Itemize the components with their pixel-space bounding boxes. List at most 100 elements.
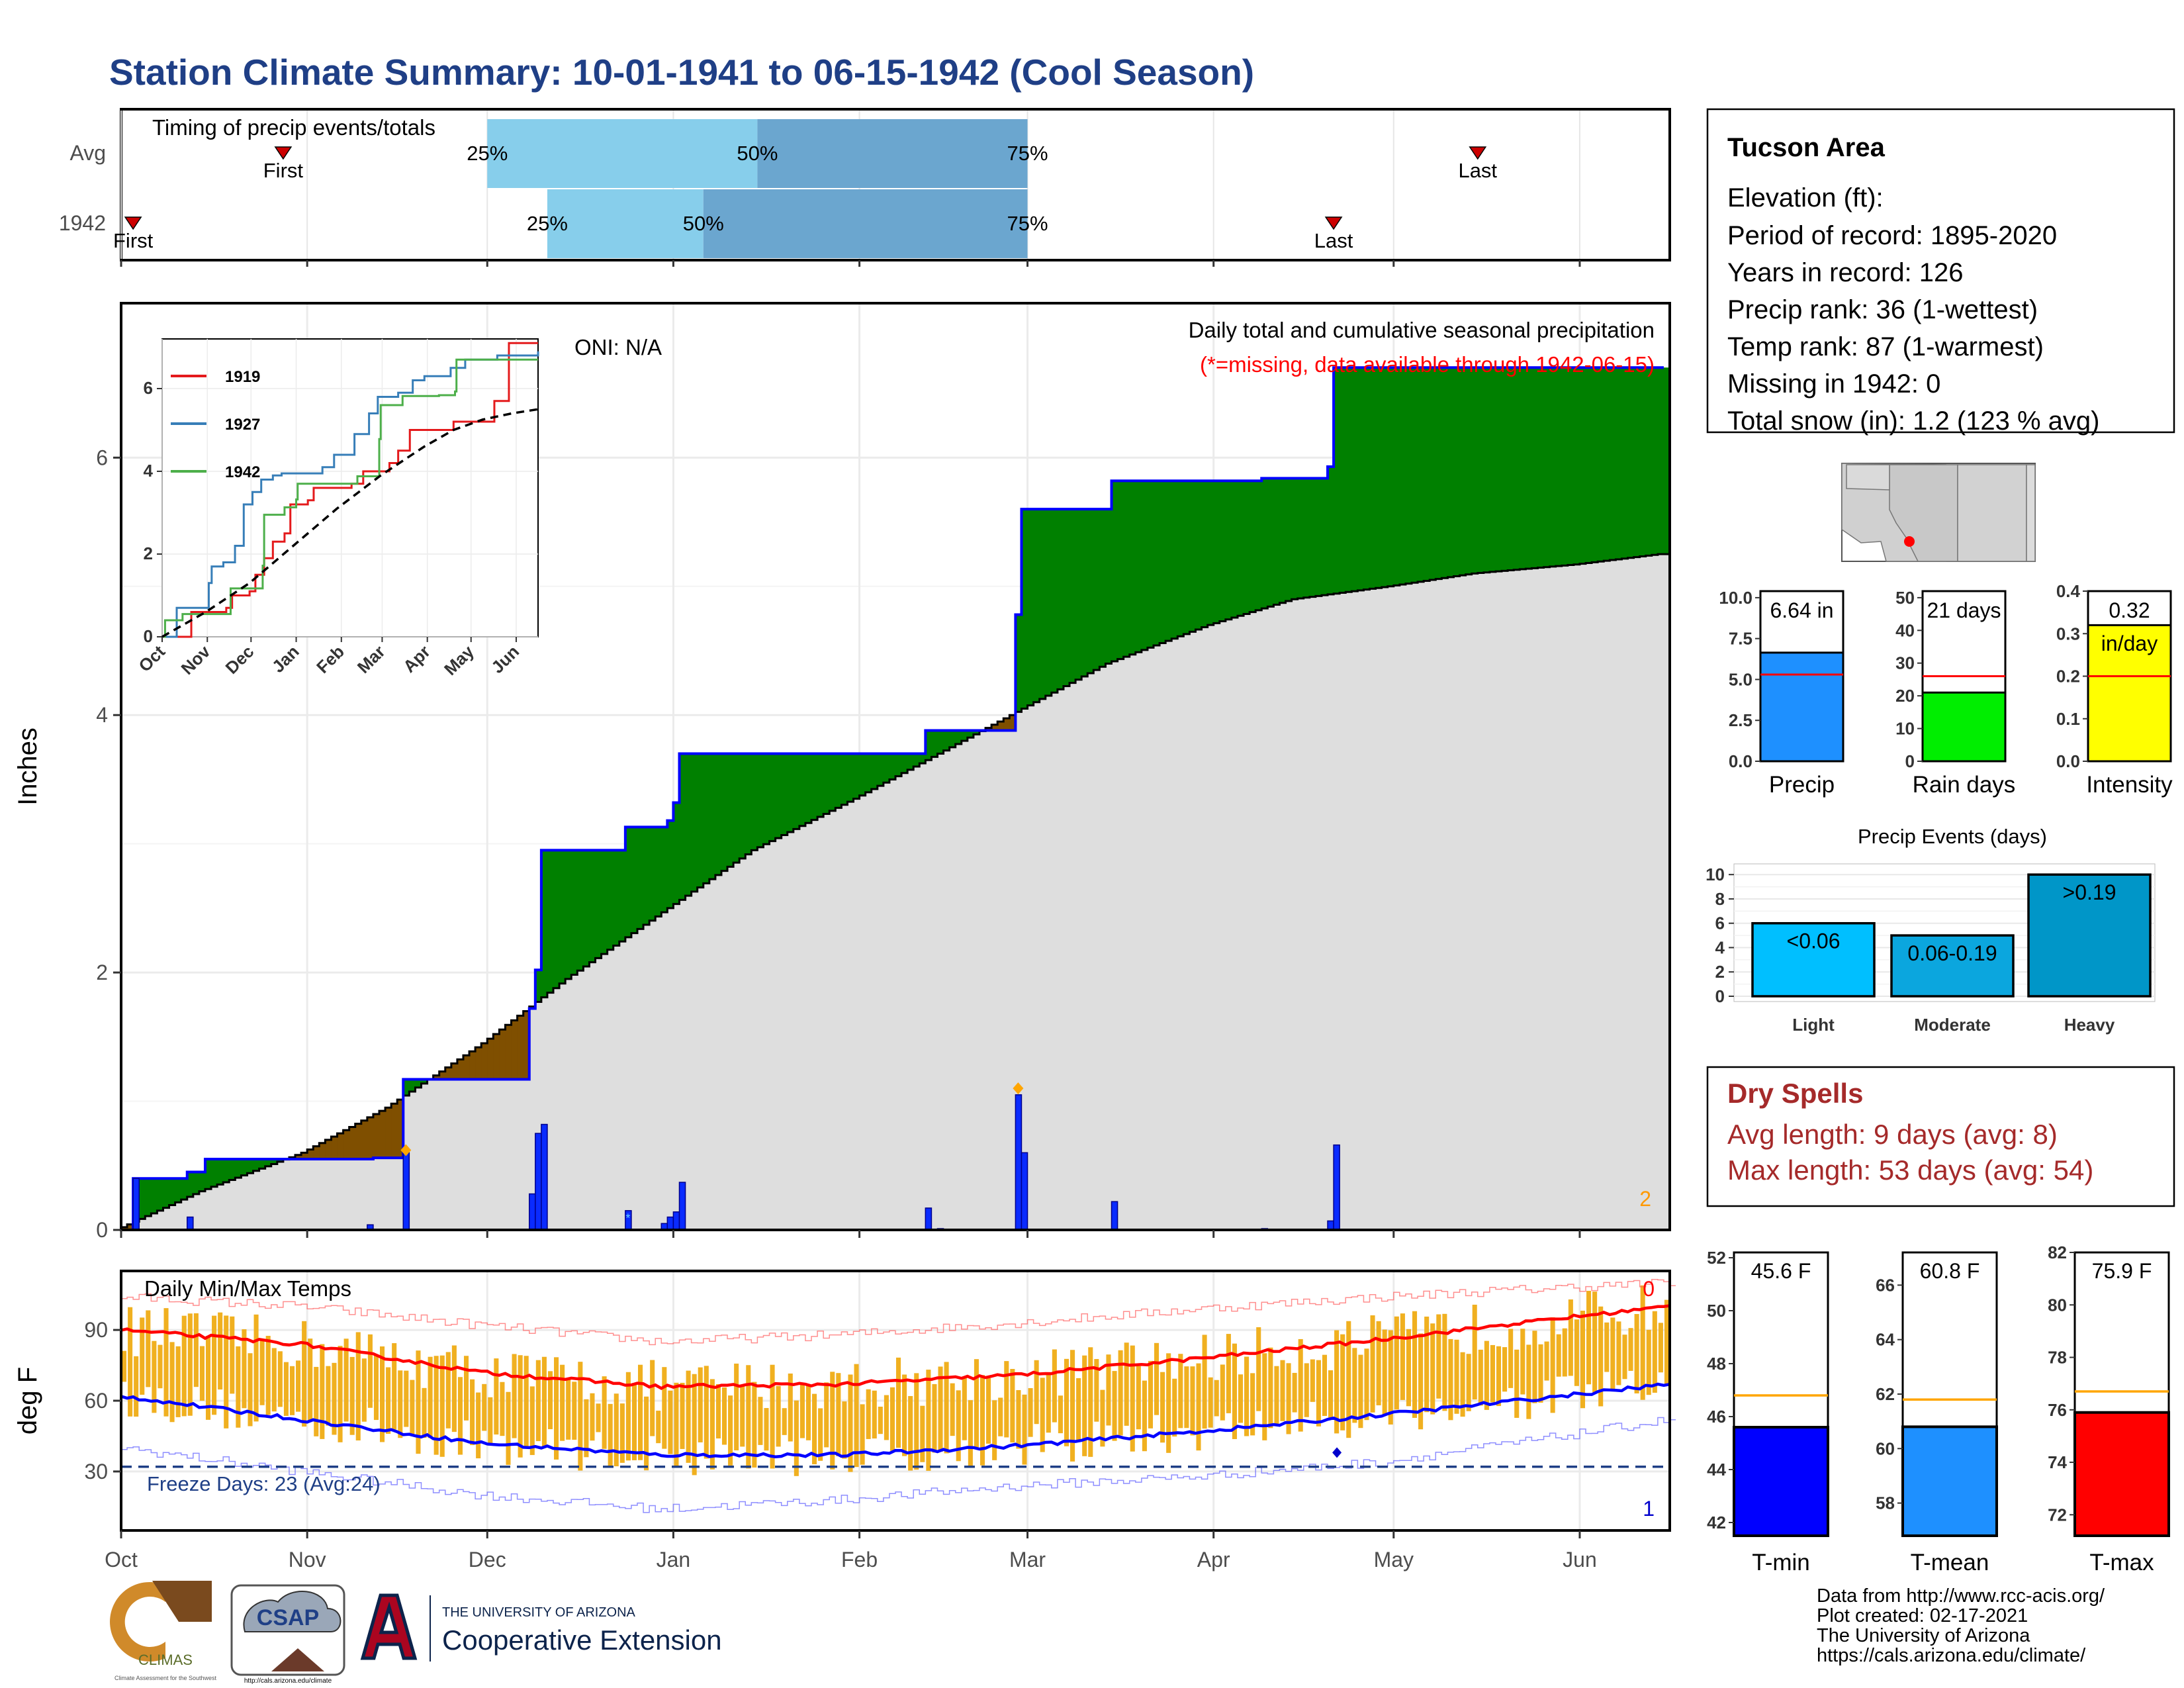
precip-surplus-strip	[1363, 367, 1371, 590]
precip-surplus-strip	[835, 753, 842, 808]
daily-precip-bar	[1015, 1094, 1023, 1231]
daily-temp-range-bar	[463, 1356, 469, 1421]
daily-temp-range-bar	[878, 1407, 883, 1434]
daily-precip-bar	[672, 1211, 680, 1231]
daily-temp-range-bar	[422, 1387, 427, 1438]
dry-spells-avg: Avg length: 9 days (avg: 8)	[1727, 1119, 2058, 1150]
daily-temp-range-bar	[686, 1370, 691, 1463]
first-event-label: First	[113, 229, 154, 252]
small-chart-category-label: Intensity	[2086, 772, 2173, 798]
daily-temp-range-bar	[631, 1383, 637, 1460]
daily-temp-range-bar	[1646, 1329, 1651, 1395]
daily-temp-range-bar	[1280, 1360, 1285, 1421]
precip-surplus-strip	[1525, 367, 1532, 569]
precip-deficit-strip	[127, 1224, 134, 1230]
precip-deficit-strip	[325, 1139, 332, 1160]
precip-surplus-strip	[1334, 367, 1340, 594]
precip-surplus-strip	[859, 753, 866, 796]
small-chart-y-tick-label: 30	[1895, 653, 1915, 673]
small-chart-y-tick-label: 0.3	[2056, 624, 2080, 643]
daily-temp-range-bar	[715, 1383, 721, 1438]
precip-deficit-strip	[439, 1071, 446, 1080]
precip-surplus-strip	[205, 1159, 212, 1190]
precip-y-tick-label: 0	[96, 1218, 108, 1242]
daily-temp-range-bar	[1358, 1354, 1363, 1429]
daily-temp-range-bar	[668, 1390, 673, 1454]
precip-surplus-strip	[1495, 367, 1502, 572]
record-min-line	[121, 1417, 1676, 1513]
precip-surplus-strip	[1543, 367, 1551, 567]
precip-surplus-strip	[1375, 367, 1383, 588]
small-chart-unit-label: in/day	[2101, 632, 2158, 655]
precip-surplus-strip	[757, 753, 764, 847]
daily-temp-range-bar	[193, 1313, 199, 1387]
daily-temp-range-bar	[998, 1397, 1003, 1436]
daily-temp-range-bar	[1292, 1372, 1297, 1413]
small-chart-y-tick-label: 50	[1895, 588, 1915, 608]
daily-temp-range-bar	[1664, 1299, 1669, 1384]
daily-temp-range-bar	[1256, 1327, 1261, 1411]
precip-surplus-strip	[949, 730, 956, 747]
daily-temp-range-bar	[1526, 1344, 1531, 1419]
daily-temp-range-bar	[1388, 1330, 1393, 1425]
climas-logo-text: CLIMAS	[138, 1652, 193, 1668]
daily-temp-range-bar	[326, 1366, 331, 1426]
precip-surplus-strip	[1117, 481, 1124, 659]
small-chart-value-label: 0.32	[2109, 598, 2150, 622]
precip-surplus-strip	[1441, 367, 1449, 579]
daily-temp-range-bar	[302, 1321, 307, 1427]
precip-surplus-strip	[739, 753, 746, 859]
daily-temp-range-bar	[1214, 1380, 1219, 1417]
inset-y-tick-label: 4	[144, 461, 154, 481]
precip-surplus-strip	[1604, 367, 1610, 561]
dry-spells-frame	[1706, 1066, 2175, 1207]
daily-temp-range-bar	[1322, 1354, 1328, 1417]
precip-surplus-strip	[1555, 367, 1563, 567]
quartile-25-50-bar	[547, 189, 704, 258]
precip-surplus-strip	[1069, 509, 1076, 683]
temp-mean-value-label: 45.6 F	[1751, 1259, 1811, 1283]
precip-deficit-strip	[349, 1127, 356, 1160]
events-category-label: Heavy	[2064, 1015, 2115, 1035]
daily-temp-range-bar	[248, 1353, 253, 1427]
precip-surplus-strip	[547, 850, 554, 993]
precip-surplus-strip	[1610, 367, 1616, 561]
daily-temp-range-bar	[1208, 1377, 1213, 1428]
precip-surplus-strip	[847, 753, 854, 802]
daily-temp-range-bar	[1538, 1344, 1543, 1403]
daily-temp-range-bar	[224, 1315, 229, 1429]
precip-surplus-strip	[1537, 367, 1545, 568]
precip-surplus-strip	[967, 730, 974, 738]
precip-panel: * 0 2 4 6 Inches Daily total and cumulative…	[13, 302, 1671, 1242]
small-chart-category-label: Rain days	[1913, 772, 2016, 798]
daily-temp-range-bar	[788, 1373, 793, 1442]
precip-deficit-strip	[355, 1123, 362, 1160]
precip-surplus-strip	[1075, 509, 1082, 680]
daily-temp-range-bar	[1310, 1359, 1315, 1402]
daily-temp-range-bar	[134, 1356, 139, 1417]
precip-deficit-strip	[373, 1114, 380, 1158]
precip-surplus-strip	[1663, 367, 1670, 555]
precip-surplus-strip	[1477, 367, 1484, 573]
daily-temp-range-bar	[1088, 1347, 1093, 1457]
precip-surplus-strip	[643, 827, 650, 925]
temp-y-tick-label: 60	[84, 1389, 108, 1413]
daily-temp-range-bar	[962, 1376, 967, 1440]
daily-temp-range-bar	[1046, 1374, 1051, 1433]
small-chart-y-tick-label: 0	[1905, 751, 1915, 771]
precip-surplus-strip	[1579, 367, 1586, 564]
small-chart-y-tick-label: 10.0	[1719, 588, 1752, 608]
daily-temp-range-bar	[1136, 1366, 1141, 1430]
precip-deficit-strip	[475, 1047, 482, 1080]
precip-surplus-strip	[1430, 367, 1436, 581]
precip-surplus-strip	[595, 850, 602, 959]
station-location-marker	[1904, 536, 1915, 547]
missing-marker: *	[625, 1211, 630, 1225]
last-event-marker	[1469, 146, 1487, 160]
daily-temp-range-bar	[1574, 1319, 1579, 1386]
daily-temp-range-bar	[602, 1376, 607, 1449]
precip-surplus-strip	[1250, 481, 1256, 612]
daily-temp-range-bar	[1658, 1323, 1663, 1373]
precip-ylabel: Inches	[13, 727, 42, 806]
precip-surplus-strip	[1340, 367, 1346, 593]
